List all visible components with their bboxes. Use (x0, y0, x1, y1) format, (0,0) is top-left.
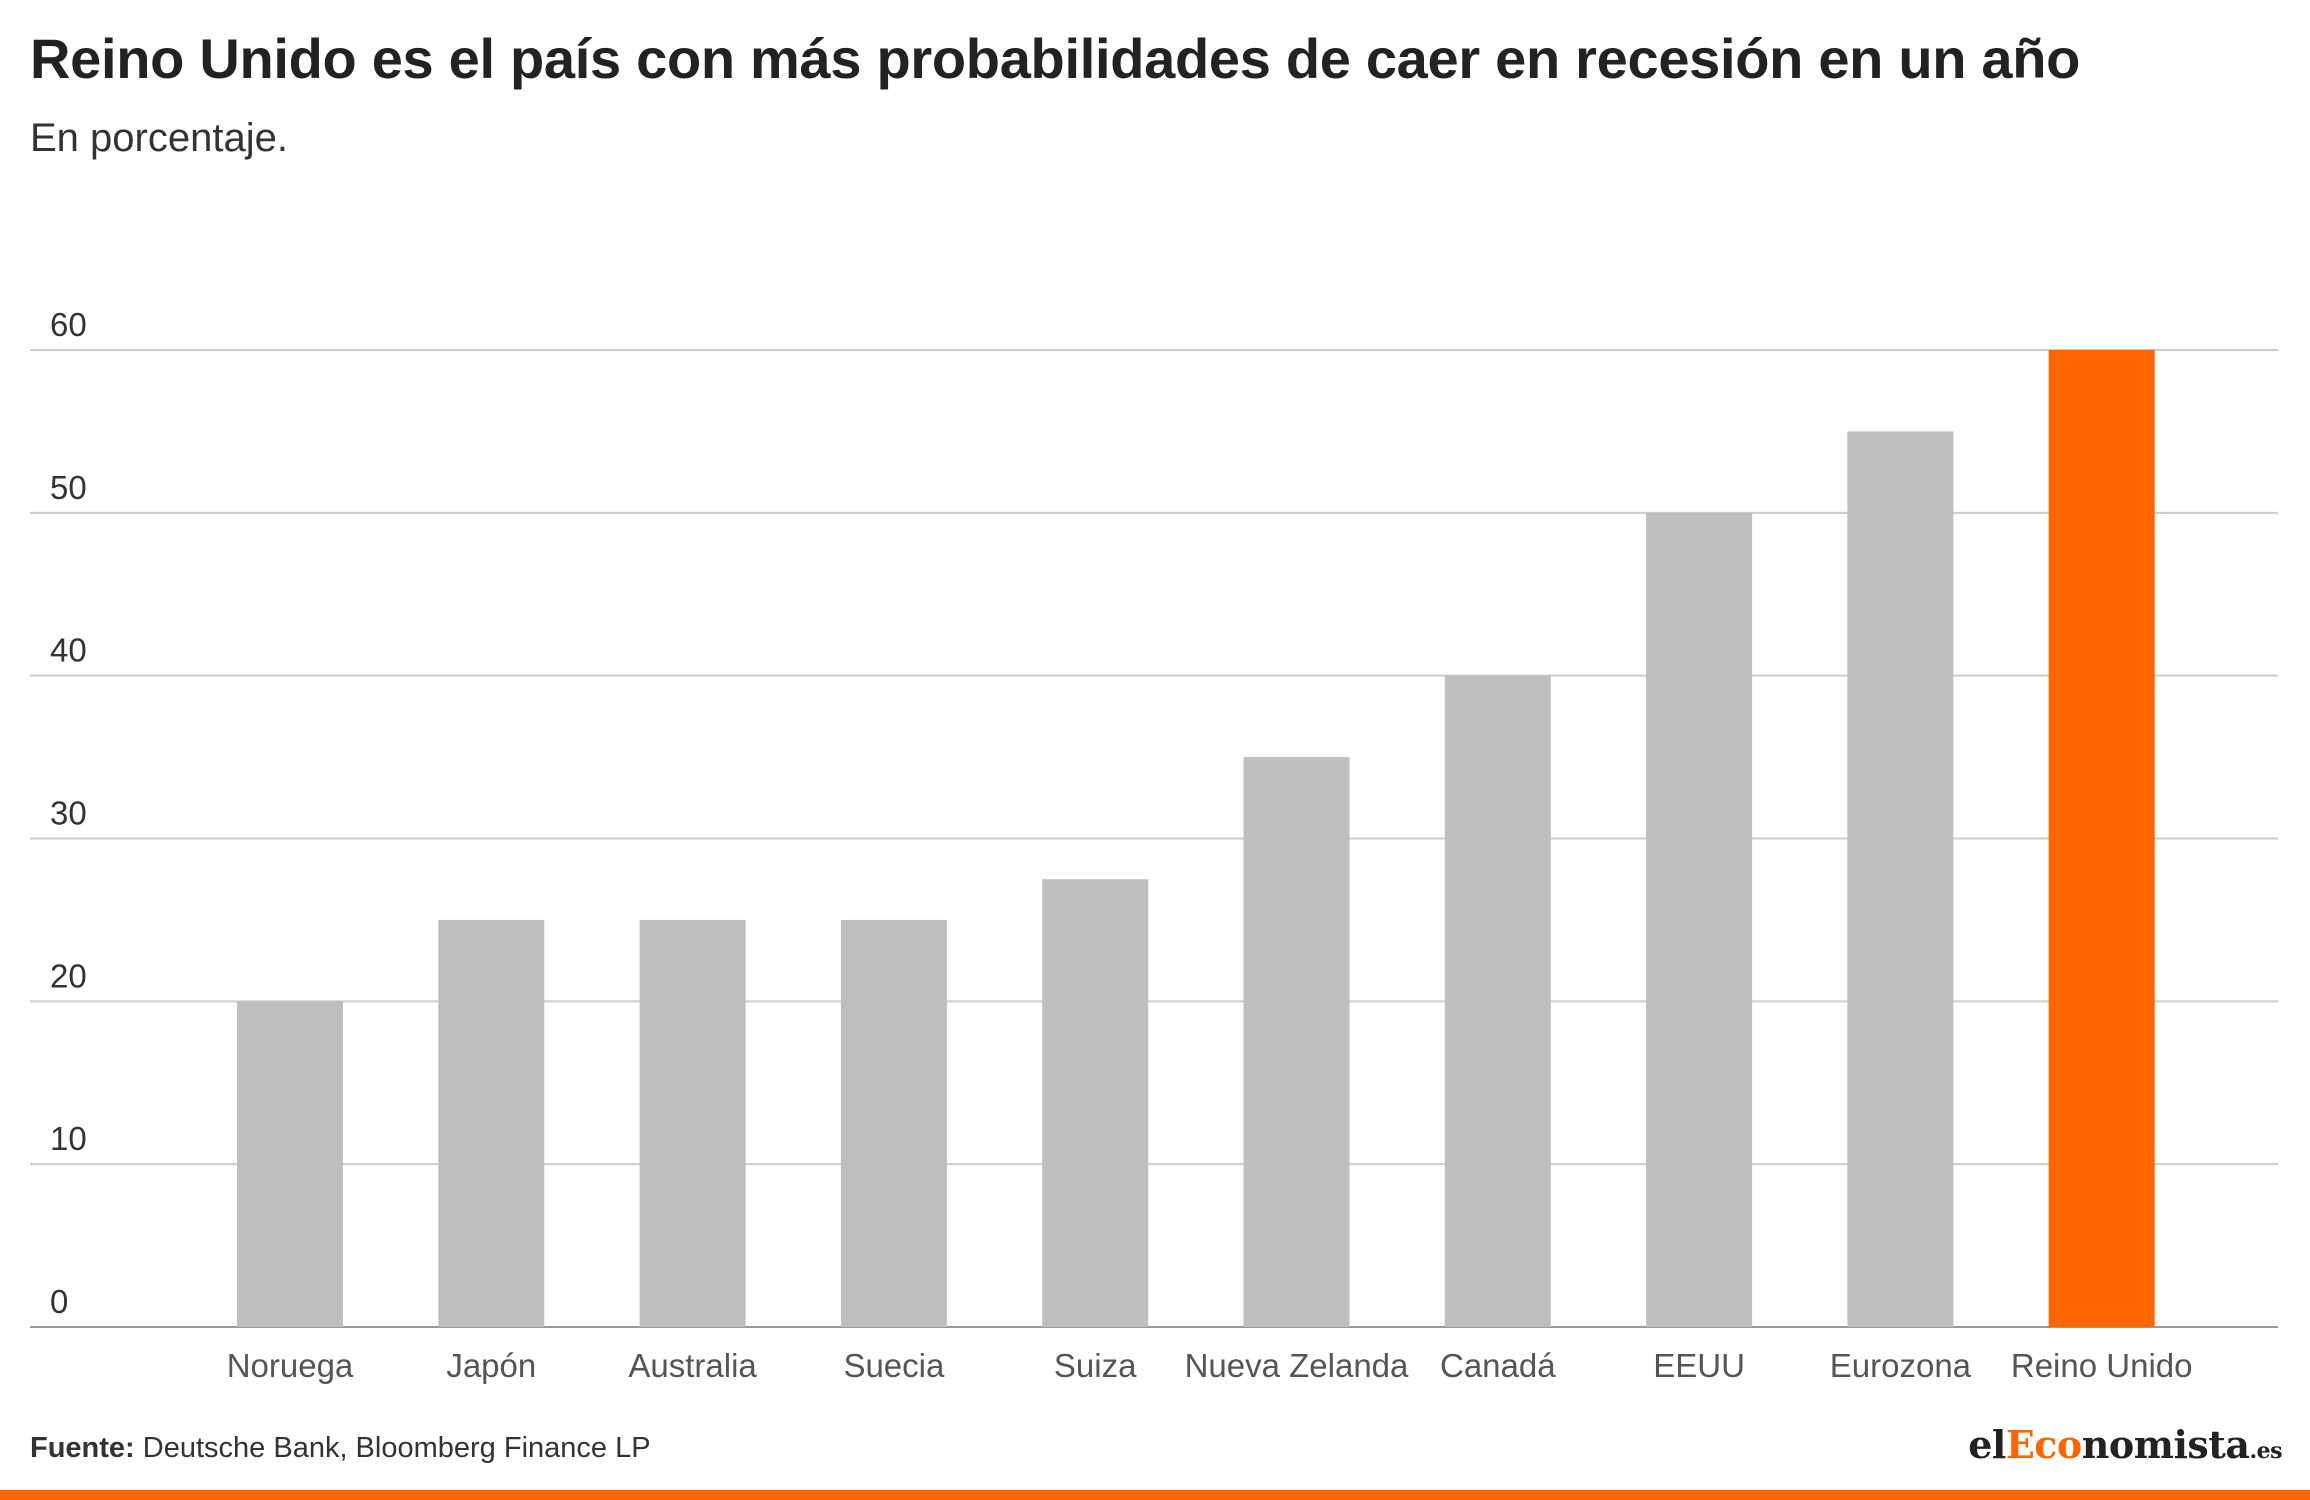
bar (1847, 431, 1954, 1328)
bar (237, 1001, 343, 1327)
logo-part-el: el (1968, 1422, 2006, 1467)
y-tick-label: 0 (50, 1283, 68, 1320)
chart-title: Reino Unido es el país con más probabili… (30, 27, 2081, 90)
bar (2048, 350, 2155, 1327)
logo-part-rest: nomista (2081, 1422, 2250, 1467)
x-tick-label: Noruega (227, 1347, 354, 1384)
bar (639, 919, 746, 1327)
y-tick-label: 20 (50, 957, 87, 994)
y-tick-label: 30 (50, 795, 87, 832)
bottom-accent-line (0, 1490, 2310, 1500)
bar (1243, 757, 1350, 1327)
x-tick-label: Reino Unido (2011, 1347, 2193, 1384)
bar (1042, 879, 1149, 1327)
y-tick-label: 40 (50, 632, 87, 669)
x-tick-label: EEUU (1653, 1347, 1745, 1384)
source-label: Fuente: (30, 1432, 135, 1464)
x-tick-label: Canadá (1440, 1347, 1556, 1384)
x-tick-label: Suiza (1054, 1347, 1137, 1384)
logo-part-tld: .es (2249, 1438, 2282, 1464)
x-tick-label: Nueva Zelanda (1185, 1347, 1409, 1384)
chart-subtitle: En porcentaje. (30, 116, 288, 160)
source-note: Fuente: Deutsche Bank, Bloomberg Finance… (30, 1432, 651, 1465)
bar-chart: 0 10 20 30 40 50 60 Noruega Japón Australia Suecia… (30, 306, 2278, 1384)
x-tick-label: Suecia (843, 1347, 945, 1384)
eleconomista-logo: elEconomista.es (1968, 1422, 2282, 1467)
bar (840, 919, 947, 1327)
bar (1646, 512, 1753, 1327)
bar (438, 919, 545, 1327)
source-text: Deutsche Bank, Bloomberg Finance LP (134, 1432, 651, 1464)
x-tick-label: Australia (628, 1347, 757, 1384)
y-tick-label: 50 (50, 469, 87, 506)
x-tick-label: Eurozona (1830, 1347, 1972, 1384)
x-tick-label: Japón (446, 1347, 536, 1384)
y-tick-label: 60 (50, 306, 87, 343)
logo-part-accent: Eco (2005, 1422, 2082, 1467)
bar (1444, 675, 1551, 1327)
y-tick-label: 10 (50, 1120, 87, 1157)
